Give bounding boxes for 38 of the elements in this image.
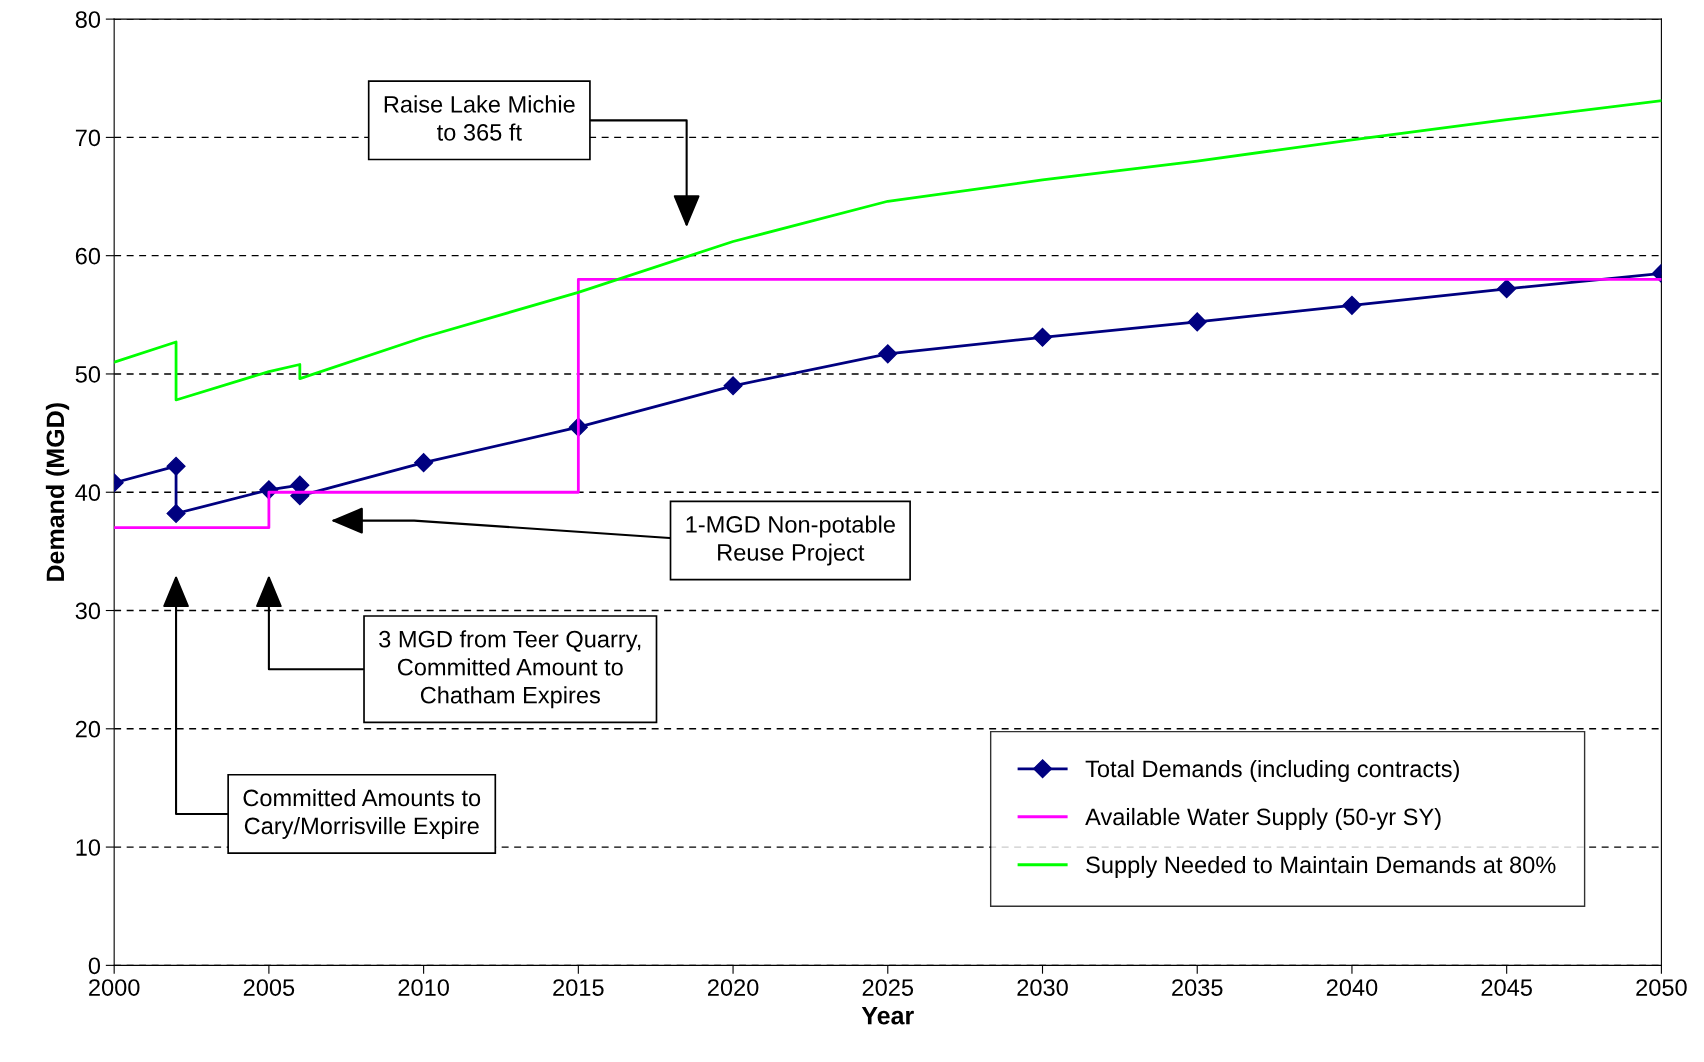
y-tick-label: 80 <box>75 11 101 28</box>
y-tick-label: 70 <box>75 129 101 147</box>
x-tick-label: 2010 <box>398 979 449 996</box>
x-tick-label: 2045 <box>1481 979 1532 996</box>
annotation: 3 MGD from Teer Quarry, Committed Amount to Chatham Expires <box>379 630 641 709</box>
legend-label: Supply Needed to Maintain Demands at 80% <box>1086 855 1556 878</box>
annotation: Raise Lake Michie to 365 ft <box>384 95 575 141</box>
y-axis-title: Demand (MGD) <box>45 403 70 581</box>
x-tick-label: 2025 <box>862 979 914 996</box>
x-tick-label: 2005 <box>243 979 295 996</box>
y-tick-label: 20 <box>75 720 101 738</box>
y-tick-label: 30 <box>75 602 101 620</box>
x-tick-label: 2050 <box>1636 979 1687 996</box>
point <box>166 503 186 524</box>
point <box>1187 312 1207 332</box>
annotation: 1-MGD Non-potable Reuse Project <box>686 515 895 566</box>
legend-label: Available Water Supply (50-yr SY) <box>1085 807 1441 830</box>
point <box>414 453 434 473</box>
point <box>1342 295 1362 315</box>
annotation: Committed Amounts to Cary/Morrisville Expire <box>243 788 481 839</box>
point <box>723 376 743 396</box>
x-tick-label: 2015 <box>553 979 604 996</box>
y-tick-label: 60 <box>75 247 101 265</box>
point <box>878 344 898 364</box>
y-tick-label: 50 <box>75 366 101 383</box>
x-tick-label: 2000 <box>89 979 140 996</box>
y-tick-label: 10 <box>76 839 101 856</box>
point <box>166 456 186 476</box>
point <box>1032 327 1053 347</box>
x-tick-label: 2020 <box>707 979 759 996</box>
x-tick-label: 2035 <box>1172 979 1223 996</box>
x-tick-label: 2040 <box>1326 979 1378 996</box>
point <box>1497 279 1517 299</box>
x-axis-title: Year <box>861 1007 914 1025</box>
y-tick-label: 0 <box>88 957 101 975</box>
legend-label: Total Demands (including contracts) <box>1085 759 1459 782</box>
x-tick-label: 2030 <box>1017 979 1068 996</box>
y-tick-label: 40 <box>75 484 101 502</box>
